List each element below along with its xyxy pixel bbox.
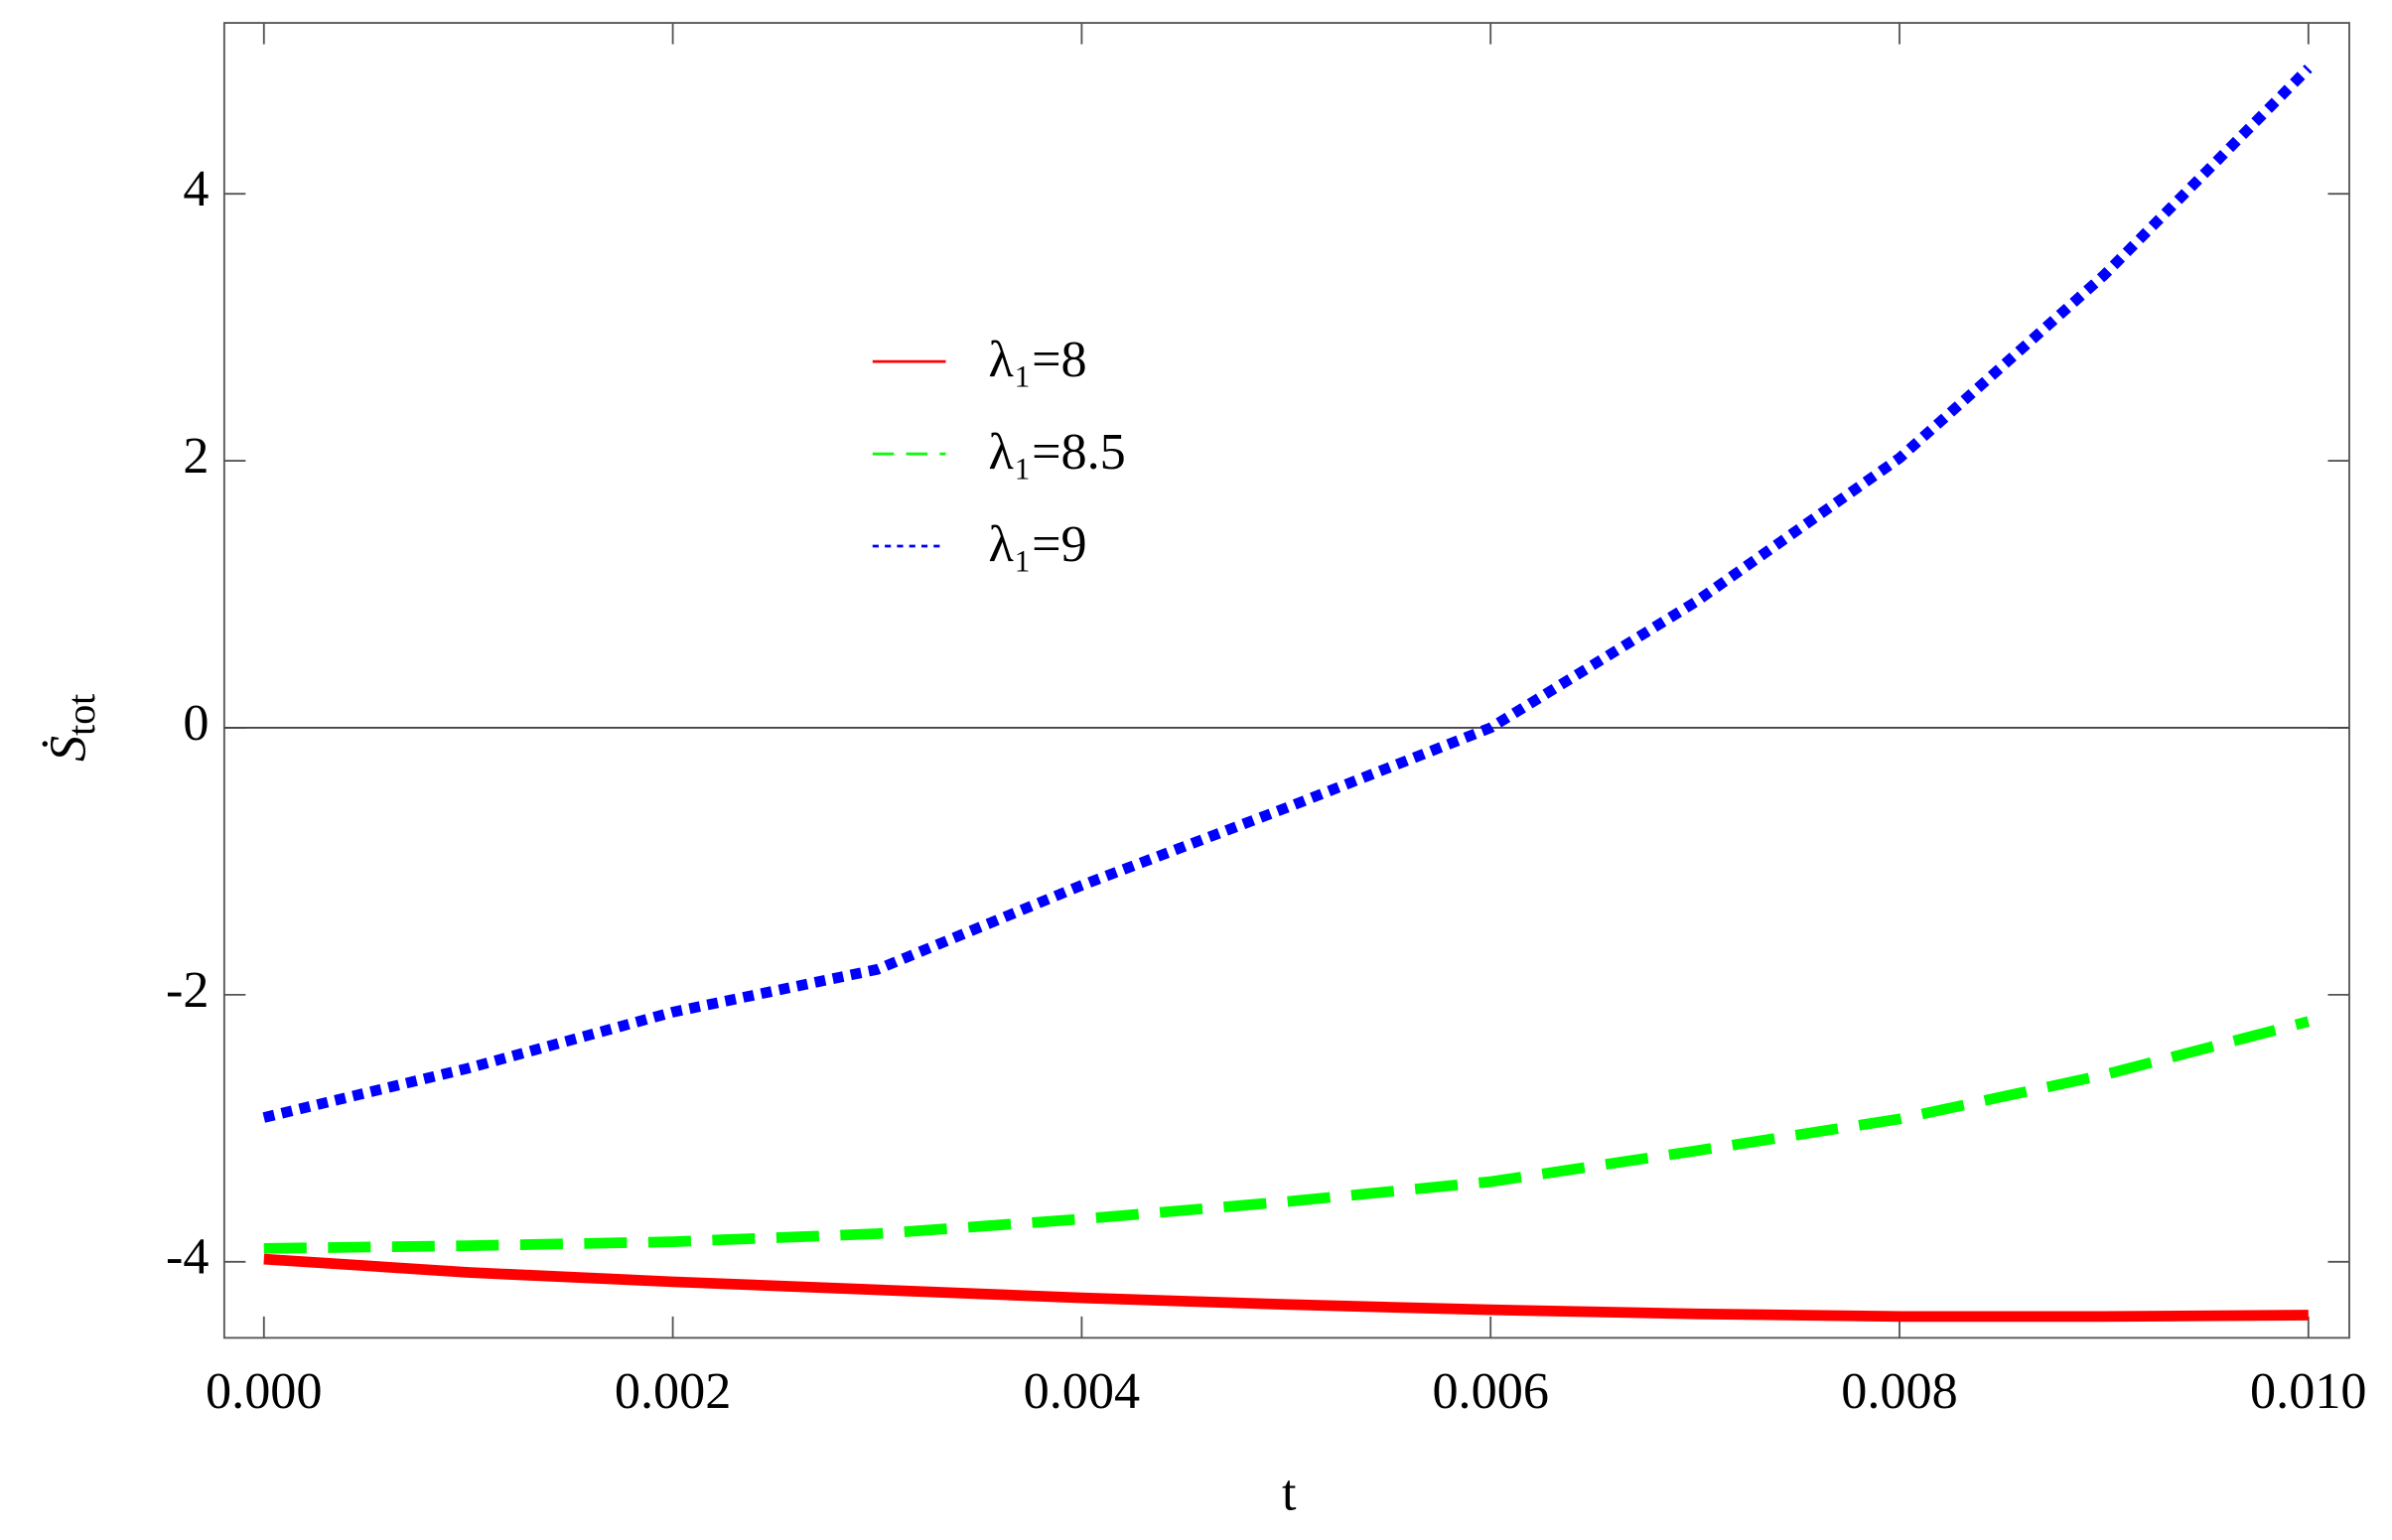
y-tick-label: -4 xyxy=(166,1228,210,1286)
y-tick-label: 4 xyxy=(183,160,209,217)
y-label-main: Ṡ xyxy=(40,736,97,762)
x-axis-label: t xyxy=(1282,1465,1297,1522)
y-tick-label: -2 xyxy=(166,961,210,1019)
legend-label: λ₁=9 xyxy=(989,515,1087,573)
legend-label: λ₁=8 xyxy=(989,331,1087,388)
y-tick-label: 0 xyxy=(183,694,209,752)
x-tick-label: 0.002 xyxy=(615,1362,732,1420)
x-tick-label: 0.004 xyxy=(1024,1362,1141,1420)
x-tick-label: 0.006 xyxy=(1432,1362,1549,1420)
y-axis-label: Ṡtot xyxy=(40,694,103,762)
series-line xyxy=(263,1253,2309,1323)
series-line xyxy=(263,1016,2311,1254)
y-label-sub: tot xyxy=(59,694,103,736)
x-tick-label: 0.010 xyxy=(2250,1362,2367,1420)
y-tick-label: 2 xyxy=(183,427,209,485)
legend-label: λ₁=8.5 xyxy=(989,423,1126,481)
series-line xyxy=(262,65,2313,1123)
plot-frame xyxy=(222,22,2350,1339)
x-tick-label: 0.008 xyxy=(1841,1362,1958,1420)
x-tick-label: 0.000 xyxy=(206,1362,323,1420)
